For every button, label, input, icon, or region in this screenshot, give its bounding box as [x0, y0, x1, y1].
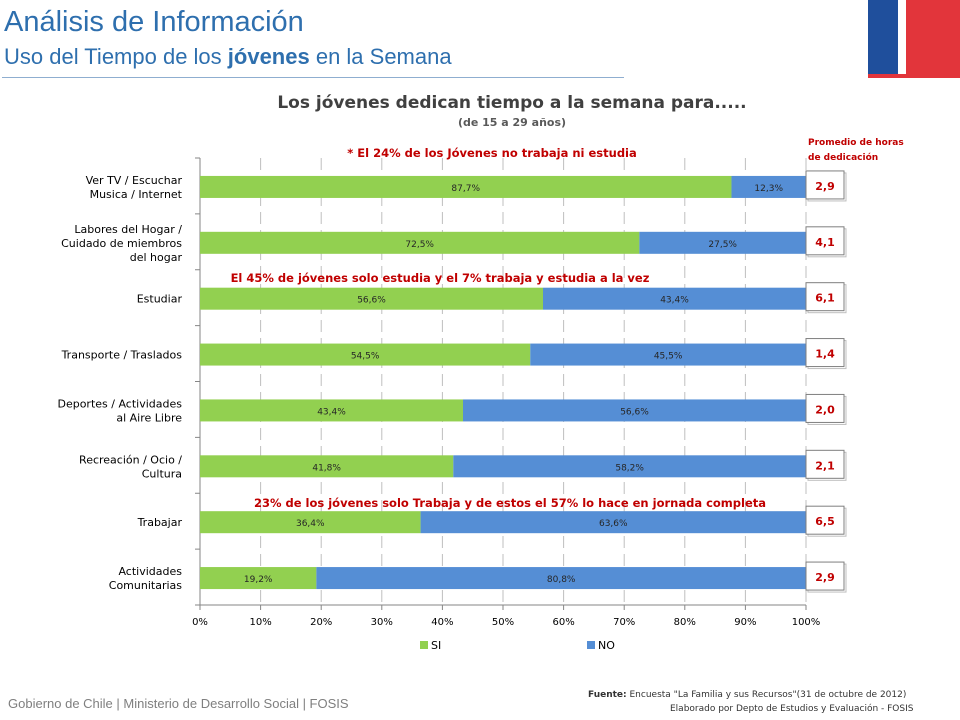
bar-label-no: 56,6%: [620, 407, 649, 417]
bar-label-si: 87,7%: [451, 184, 480, 194]
category-label: Ver TV / Escuchar Musica / Internet: [86, 174, 183, 201]
page-title: Análisis de Información: [4, 6, 304, 38]
hours-box: [805, 170, 845, 200]
annotation: El 45% de jóvenes solo estudia y el 7% t…: [231, 271, 650, 285]
chart-subtitle: (de 15 a 29 años): [458, 116, 566, 129]
hours-value: 2,0: [815, 403, 835, 416]
category-label: Transporte / Traslados: [61, 349, 183, 362]
bar-label-si: 41,8%: [312, 463, 341, 473]
hours-box: [805, 338, 845, 368]
bar-label-si: 19,2%: [244, 575, 273, 585]
bar-label-no: 27,5%: [708, 240, 737, 250]
x-tick-label: 90%: [734, 617, 756, 628]
legend-label: NO: [598, 639, 615, 652]
x-tick-label: 70%: [613, 617, 635, 628]
bar-label-si: 36,4%: [296, 519, 325, 529]
flag-red-block: [906, 0, 960, 74]
legend-label: SI: [431, 639, 441, 652]
subtitle-post: en la Semana: [309, 44, 452, 69]
bar-si: [200, 343, 531, 366]
hours-box: [805, 282, 845, 312]
hours-box: [805, 226, 845, 256]
bar-no: [731, 175, 806, 198]
bar-no: [530, 343, 806, 366]
hours-box: [805, 561, 845, 591]
category-label: Trabajar: [137, 516, 183, 529]
flag-white-stripe: [898, 0, 906, 74]
bar-label-no: 80,8%: [547, 575, 576, 585]
category-label: Actividades Comunitarias: [109, 565, 182, 592]
x-tick-label: 100%: [792, 617, 821, 628]
legend-swatch: [587, 641, 595, 649]
chart-title: Los jóvenes dedican tiempo a la semana p…: [277, 93, 746, 113]
category-label: Deportes / Actividades al Aire Libre: [57, 397, 182, 424]
x-tick-label: 40%: [431, 617, 453, 628]
hours-box: [805, 449, 845, 479]
footer-text: Gobierno de Chile | Ministerio de Desarr…: [8, 696, 349, 711]
bar-label-si: 43,4%: [317, 407, 346, 417]
hours-value: 2,1: [815, 459, 835, 472]
bar-si: [200, 567, 317, 590]
x-tick-label: 50%: [492, 617, 514, 628]
source-line-2: Elaborado por Depto de Estudios y Evalua…: [670, 704, 914, 714]
bar-label-no: 63,6%: [599, 519, 628, 529]
bar-si: [200, 455, 454, 478]
flag-red-strip: [868, 74, 960, 78]
bar-no: [453, 455, 806, 478]
bar-si: [200, 399, 464, 422]
bar-no: [542, 287, 806, 310]
bar-no: [639, 231, 806, 254]
page-subtitle: Uso del Tiempo de los jóvenes en la Sema…: [4, 44, 452, 70]
category-label: Labores del Hogar / Cuidado de miembros de…: [61, 223, 182, 264]
hours-header-line: de dedicación: [808, 152, 878, 163]
bar-label-no: 58,2%: [615, 463, 644, 473]
source-line: Fuente: Encuesta "La Familia y sus Recur…: [588, 690, 906, 700]
bar-si: [200, 511, 421, 534]
bar-si: [200, 231, 640, 254]
x-tick-label: 0%: [192, 617, 208, 628]
hours-value: 2,9: [815, 180, 835, 193]
x-tick-label: 20%: [310, 617, 332, 628]
hours-header-line: Promedio de horas: [808, 138, 904, 148]
hours-value: 6,5: [815, 515, 835, 528]
bar-no: [316, 567, 806, 590]
source-label: Fuente:: [588, 690, 627, 700]
bar-label-si: 56,6%: [357, 296, 386, 306]
x-tick-label: 30%: [371, 617, 393, 628]
subtitle-pre: Uso del Tiempo de los: [4, 44, 228, 69]
bar-label-no: 12,3%: [754, 184, 783, 194]
x-tick-label: 80%: [674, 617, 696, 628]
hours-value: 4,1: [815, 236, 835, 249]
subtitle-bold: jóvenes: [227, 44, 310, 69]
bar-label-no: 43,4%: [660, 296, 689, 306]
x-tick-label: 10%: [249, 617, 271, 628]
bar-label-no: 45,5%: [654, 352, 683, 362]
hours-box: [805, 505, 845, 535]
bar-no: [463, 399, 806, 422]
bar-si: [200, 175, 732, 198]
hours-box: [805, 393, 845, 423]
hours-value: 1,4: [815, 348, 835, 361]
annotation: 23% de los jóvenes solo Trabaja y de est…: [254, 496, 766, 510]
hours-value: 6,1: [815, 292, 835, 305]
category-label: Recreación / Ocio / Cultura: [79, 453, 182, 480]
bar-no: [420, 511, 806, 534]
legend-swatch: [420, 641, 428, 649]
flag-blue-block: [868, 0, 898, 74]
title-divider: [2, 77, 624, 78]
bar-label-si: 54,5%: [351, 352, 380, 362]
annotation: * El 24% de los Jóvenes no trabaja ni es…: [347, 146, 637, 160]
x-tick-label: 60%: [552, 617, 574, 628]
bar-label-si: 72,5%: [405, 240, 434, 250]
source-text: Encuesta "La Familia y sus Recursos"(31 …: [629, 690, 907, 700]
category-label: Estudiar: [137, 293, 183, 306]
hours-value: 2,9: [815, 571, 835, 584]
bar-si: [200, 287, 543, 310]
